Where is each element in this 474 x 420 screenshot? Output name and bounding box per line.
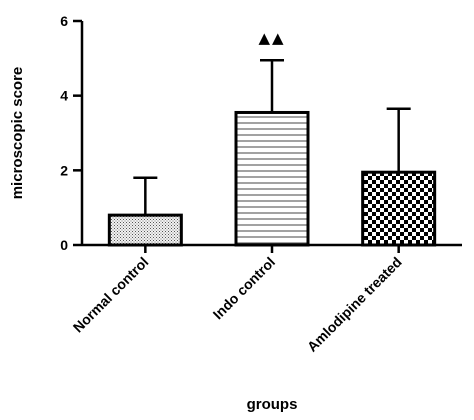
x-axis-label: groups — [247, 396, 298, 413]
bars: ▲▲ — [107, 29, 437, 247]
y-tick-label: 4 — [60, 88, 68, 104]
x-tick-label: Indo control — [210, 254, 279, 323]
y-axis: 0 2 4 6 — [60, 13, 84, 253]
bar-indo-control — [234, 110, 310, 247]
bar-amlodipine-treated — [361, 170, 437, 247]
x-tick-label: Amlodipine treated — [304, 254, 405, 355]
significance-annotation: ▲▲ — [258, 29, 285, 47]
bar-normal-control — [107, 213, 183, 247]
category-labels: Normal control Indo control Amlodipine tre… — [70, 254, 405, 355]
y-axis-label: microscopic score — [9, 67, 26, 200]
y-tick-label: 6 — [60, 13, 68, 29]
x-tick-label: Normal control — [70, 254, 152, 336]
y-tick-label: 0 — [60, 237, 68, 253]
y-tick-label: 2 — [60, 162, 68, 178]
